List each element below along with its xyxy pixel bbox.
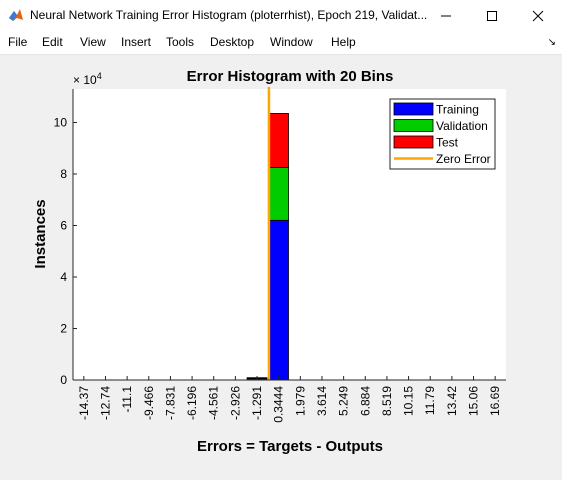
menu-tools[interactable]: Tools: [166, 35, 195, 49]
legend-swatch-test: [393, 135, 434, 149]
x-tick-label: -2.926: [228, 386, 242, 420]
matlab-icon[interactable]: [8, 7, 24, 23]
x-tick-label: 0.3444: [272, 386, 286, 423]
menu-edit[interactable]: Edit: [42, 35, 63, 49]
x-tick-label: 16.69: [488, 386, 502, 416]
x-tick-label: 10.15: [402, 386, 416, 416]
menu-bar: File Edit View Insert Tools Desktop Wind…: [0, 31, 562, 55]
x-tick-label: 13.42: [445, 386, 459, 416]
y-tick-label: 10: [54, 115, 68, 129]
y-axis-label: Instances: [32, 199, 49, 268]
close-button[interactable]: [515, 0, 561, 31]
x-tick-label: 1.979: [293, 386, 307, 416]
x-tick-label: -7.831: [163, 386, 177, 420]
menu-help[interactable]: Help: [331, 35, 356, 49]
y-tick-label: 0: [60, 373, 67, 387]
x-tick-label: -6.196: [185, 386, 199, 420]
x-ticks-group: -14.37 -12.74 -11.1 -9.466 -7.831 -6.196 -4.56…: [77, 376, 502, 423]
chart-title: Error Histogram with 20 Bins: [187, 68, 394, 85]
bar-training-9: [268, 219, 289, 381]
x-tick-label: 6.884: [358, 386, 372, 416]
y-ticks-group: 0 2 4 6 8 10: [54, 115, 77, 387]
maximize-icon: [487, 10, 497, 21]
x-tick-label: -11.1: [120, 386, 134, 413]
y-tick-label: 4: [60, 270, 67, 284]
legend-label-zero-error: Zero Error: [436, 152, 491, 166]
legend[interactable]: Training Validation Test Zero Error: [389, 98, 496, 170]
y-tick-label: 6: [60, 218, 67, 232]
x-tick-label: -4.561: [207, 386, 221, 420]
menu-view[interactable]: View: [80, 35, 106, 49]
bars-group: [246, 113, 289, 381]
x-tick-label: 5.249: [337, 386, 351, 416]
menu-file[interactable]: File: [8, 35, 28, 49]
figure-area: Error Histogram with 20 Bins 0 2 4 6 8 10 -14…: [0, 55, 562, 480]
minimize-icon: [441, 15, 451, 16]
x-tick-label: -9.466: [142, 386, 156, 420]
maximize-button[interactable]: [469, 0, 515, 31]
legend-label-validation: Validation: [436, 119, 488, 133]
window-title: Neural Network Training Error Histogram …: [30, 8, 428, 22]
minimize-button[interactable]: [423, 0, 469, 31]
x-tick-label: -12.74: [98, 386, 112, 420]
menu-insert[interactable]: Insert: [121, 35, 152, 49]
menu-window[interactable]: Window: [270, 35, 313, 49]
x-tick-label: 3.614: [315, 386, 329, 416]
dock-arrow-icon[interactable]: ↘: [547, 37, 556, 48]
y-exponent-base: × 10: [73, 73, 97, 87]
bar-validation-9: [268, 167, 289, 221]
legend-swatch-training: [393, 102, 434, 116]
close-icon: [532, 10, 544, 21]
legend-swatch-validation: [393, 119, 434, 132]
x-tick-label: 11.79: [423, 386, 437, 415]
x-axis-label: Errors = Targets - Outputs: [197, 438, 383, 455]
legend-label-training: Training: [436, 103, 479, 117]
y-exponent-power: 4: [97, 71, 102, 81]
x-tick-label: 15.06: [467, 386, 481, 416]
title-bar: Neural Network Training Error Histogram …: [0, 0, 562, 31]
legend-label-test: Test: [436, 136, 459, 150]
y-tick-label: 8: [60, 167, 67, 181]
x-tick-label: -1.291: [250, 386, 264, 420]
bar-test-9: [268, 113, 289, 168]
x-tick-label: 8.519: [380, 386, 394, 416]
error-histogram-chart: Error Histogram with 20 Bins 0 2 4 6 8 10 -14…: [32, 68, 506, 455]
y-exponent-label: × 104: [73, 71, 102, 87]
x-tick-label: -14.37: [77, 386, 91, 420]
y-tick-label: 2: [60, 321, 67, 335]
menu-desktop[interactable]: Desktop: [210, 35, 255, 49]
